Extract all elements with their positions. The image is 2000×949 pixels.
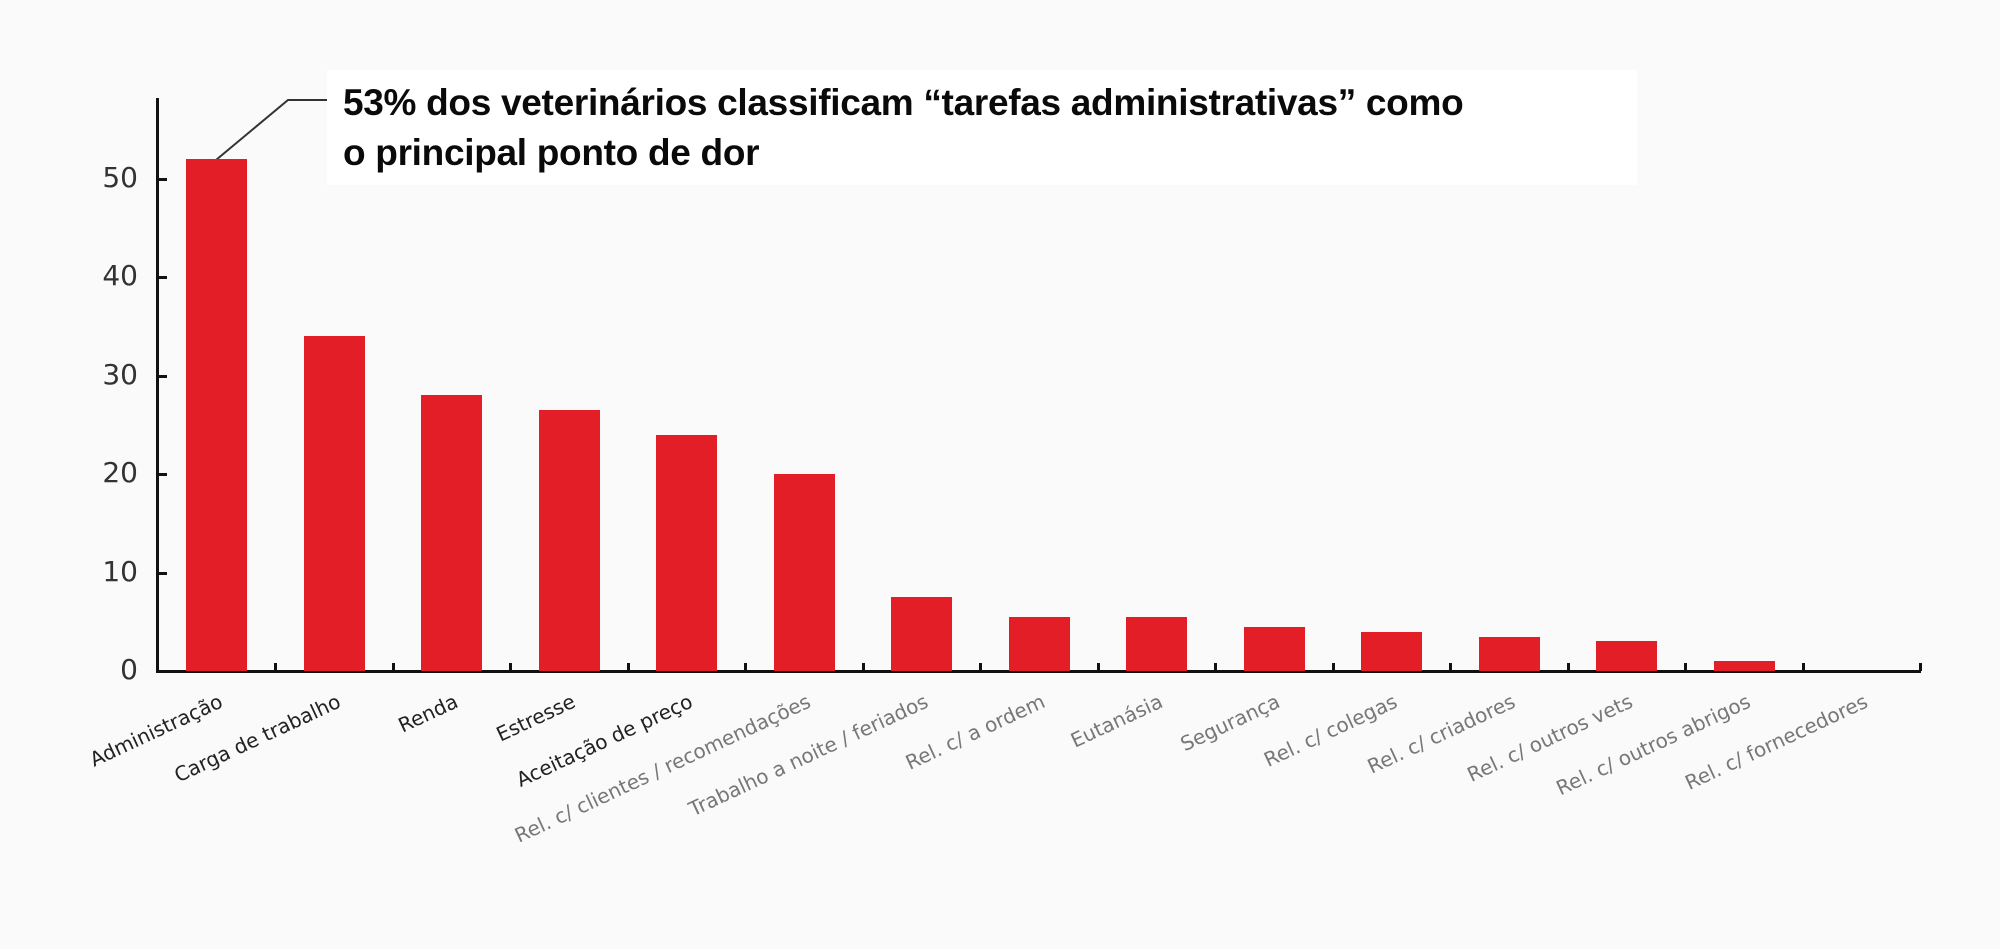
x-tick [1332, 663, 1335, 671]
bar [1126, 617, 1187, 671]
annotation-box [327, 70, 1637, 185]
y-tick [157, 276, 167, 280]
bar [186, 159, 247, 671]
bar [1244, 627, 1305, 671]
x-axis-label: Rel. c/ outros abrigos [1552, 689, 1754, 801]
bar [1714, 661, 1775, 671]
x-tick [862, 663, 865, 671]
annotation-line-1: 53% dos veterinários classificam “tarefa… [343, 82, 1464, 123]
bar [891, 597, 952, 671]
y-tick-label: 30 [102, 357, 138, 391]
bar [1361, 632, 1422, 671]
bar [421, 395, 482, 671]
bar [1596, 641, 1657, 671]
x-tick [1097, 663, 1100, 671]
bar [1009, 617, 1070, 671]
y-tick [157, 473, 167, 477]
x-tick [979, 663, 982, 671]
x-axis-label: Estresse [492, 689, 579, 747]
y-tick [157, 374, 167, 378]
bar [656, 435, 717, 671]
x-tick [1919, 663, 1922, 671]
y-tick-label: 20 [102, 456, 138, 490]
x-tick [627, 663, 630, 671]
x-axis-label: Eutanásia [1066, 689, 1167, 753]
y-tick-label: 40 [102, 259, 138, 293]
bar [304, 336, 365, 671]
bar [539, 410, 600, 671]
x-axis [156, 670, 1921, 673]
x-tick [274, 663, 277, 671]
y-axis [156, 98, 159, 673]
x-tick [1214, 663, 1217, 671]
x-tick [1449, 663, 1452, 671]
bar [774, 474, 835, 671]
x-tick [744, 663, 747, 671]
x-axis-label: Renda [394, 689, 462, 738]
x-tick [1684, 663, 1687, 671]
x-tick [509, 663, 512, 671]
annotation-line-2: o principal ponto de dor [343, 132, 760, 173]
y-tick-label: 0 [120, 653, 138, 686]
x-tick [1567, 663, 1570, 671]
x-tick [1802, 663, 1805, 671]
y-tick-label: 10 [102, 554, 138, 588]
y-tick [157, 571, 167, 575]
y-tick [157, 178, 167, 181]
x-tick [392, 663, 395, 671]
chart-annotation: 53% dos veterinários classificam “tarefa… [343, 78, 1643, 178]
y-tick-label: 50 [102, 161, 138, 194]
bar [1479, 637, 1540, 671]
